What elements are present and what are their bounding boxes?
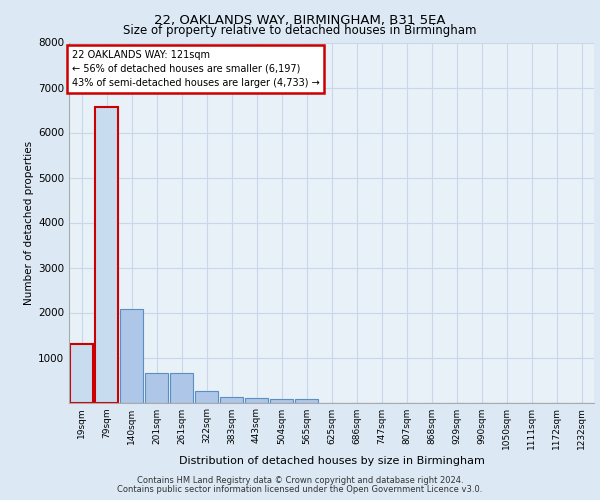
Text: Contains HM Land Registry data © Crown copyright and database right 2024.: Contains HM Land Registry data © Crown c…: [137, 476, 463, 485]
Bar: [245, 398, 268, 402]
Bar: [145, 373, 168, 402]
Bar: [220, 396, 243, 402]
Bar: [120, 309, 143, 402]
X-axis label: Distribution of detached houses by size in Birmingham: Distribution of detached houses by size …: [179, 456, 484, 466]
Bar: [70, 344, 93, 402]
Text: 22 OAKLANDS WAY: 121sqm
← 56% of detached houses are smaller (6,197)
43% of semi: 22 OAKLANDS WAY: 121sqm ← 56% of detache…: [71, 50, 319, 88]
Bar: [295, 400, 318, 402]
Bar: [170, 373, 193, 402]
Bar: [195, 391, 218, 402]
Y-axis label: Number of detached properties: Number of detached properties: [24, 140, 34, 304]
Text: 22, OAKLANDS WAY, BIRMINGHAM, B31 5EA: 22, OAKLANDS WAY, BIRMINGHAM, B31 5EA: [154, 14, 446, 27]
Text: Size of property relative to detached houses in Birmingham: Size of property relative to detached ho…: [123, 24, 477, 37]
Bar: [270, 400, 293, 402]
Text: Contains public sector information licensed under the Open Government Licence v3: Contains public sector information licen…: [118, 484, 482, 494]
Bar: [95, 108, 118, 403]
